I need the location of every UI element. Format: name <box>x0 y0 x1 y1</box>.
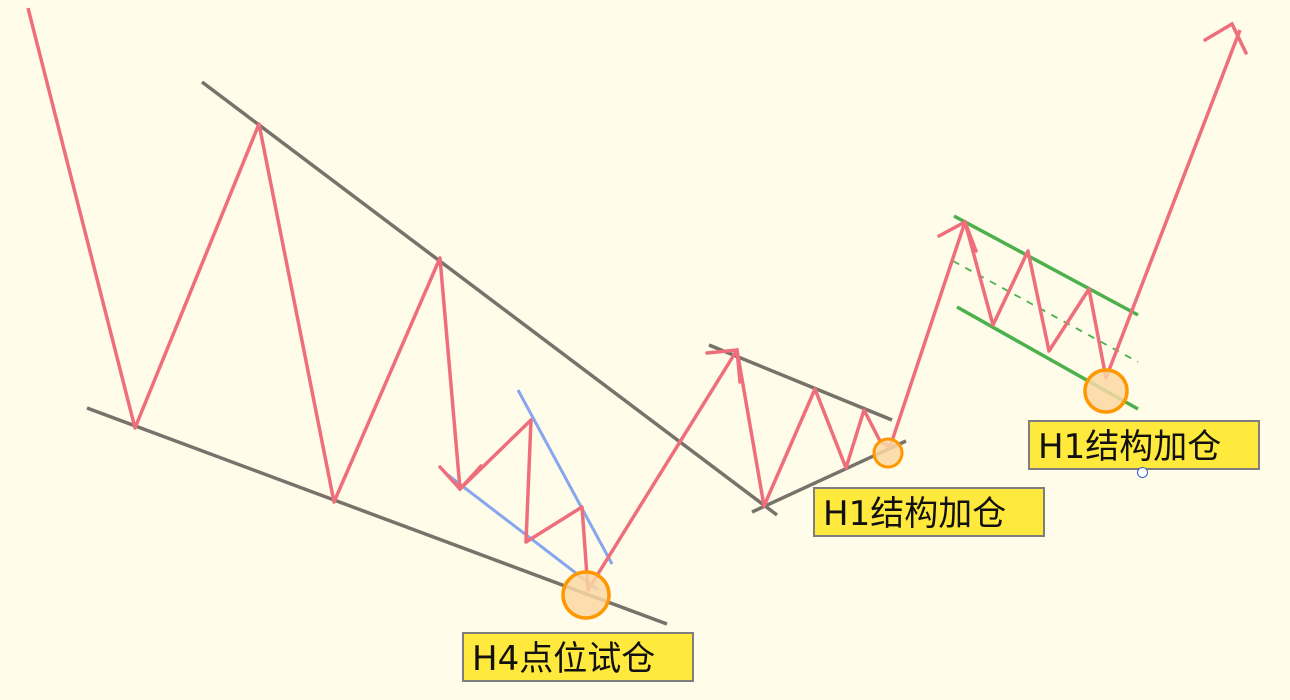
h1-second-add-label[interactable]: H1结构加仓 <box>1028 420 1260 470</box>
channel-upper-line <box>953 214 1139 317</box>
main-price-path <box>26 7 1242 592</box>
small-wedge-upper-line <box>516 389 614 565</box>
circle-handle-icon[interactable] <box>1137 467 1148 478</box>
h4-entry-marker <box>561 570 611 620</box>
arrowhead-icon <box>438 464 483 492</box>
small-wedge-lower-line <box>443 470 599 592</box>
arrowhead-icon <box>705 348 742 384</box>
h1-second-add-marker <box>1083 368 1129 414</box>
wedge-upper-trendline <box>200 80 779 517</box>
h1-first-add-label: H1结构加仓 <box>813 487 1045 537</box>
h4-entry-label: H4点位试仓 <box>462 632 694 682</box>
arrowhead-icon <box>1203 21 1248 55</box>
h1-first-add-marker <box>872 437 904 469</box>
arrowhead-icon <box>937 219 978 253</box>
